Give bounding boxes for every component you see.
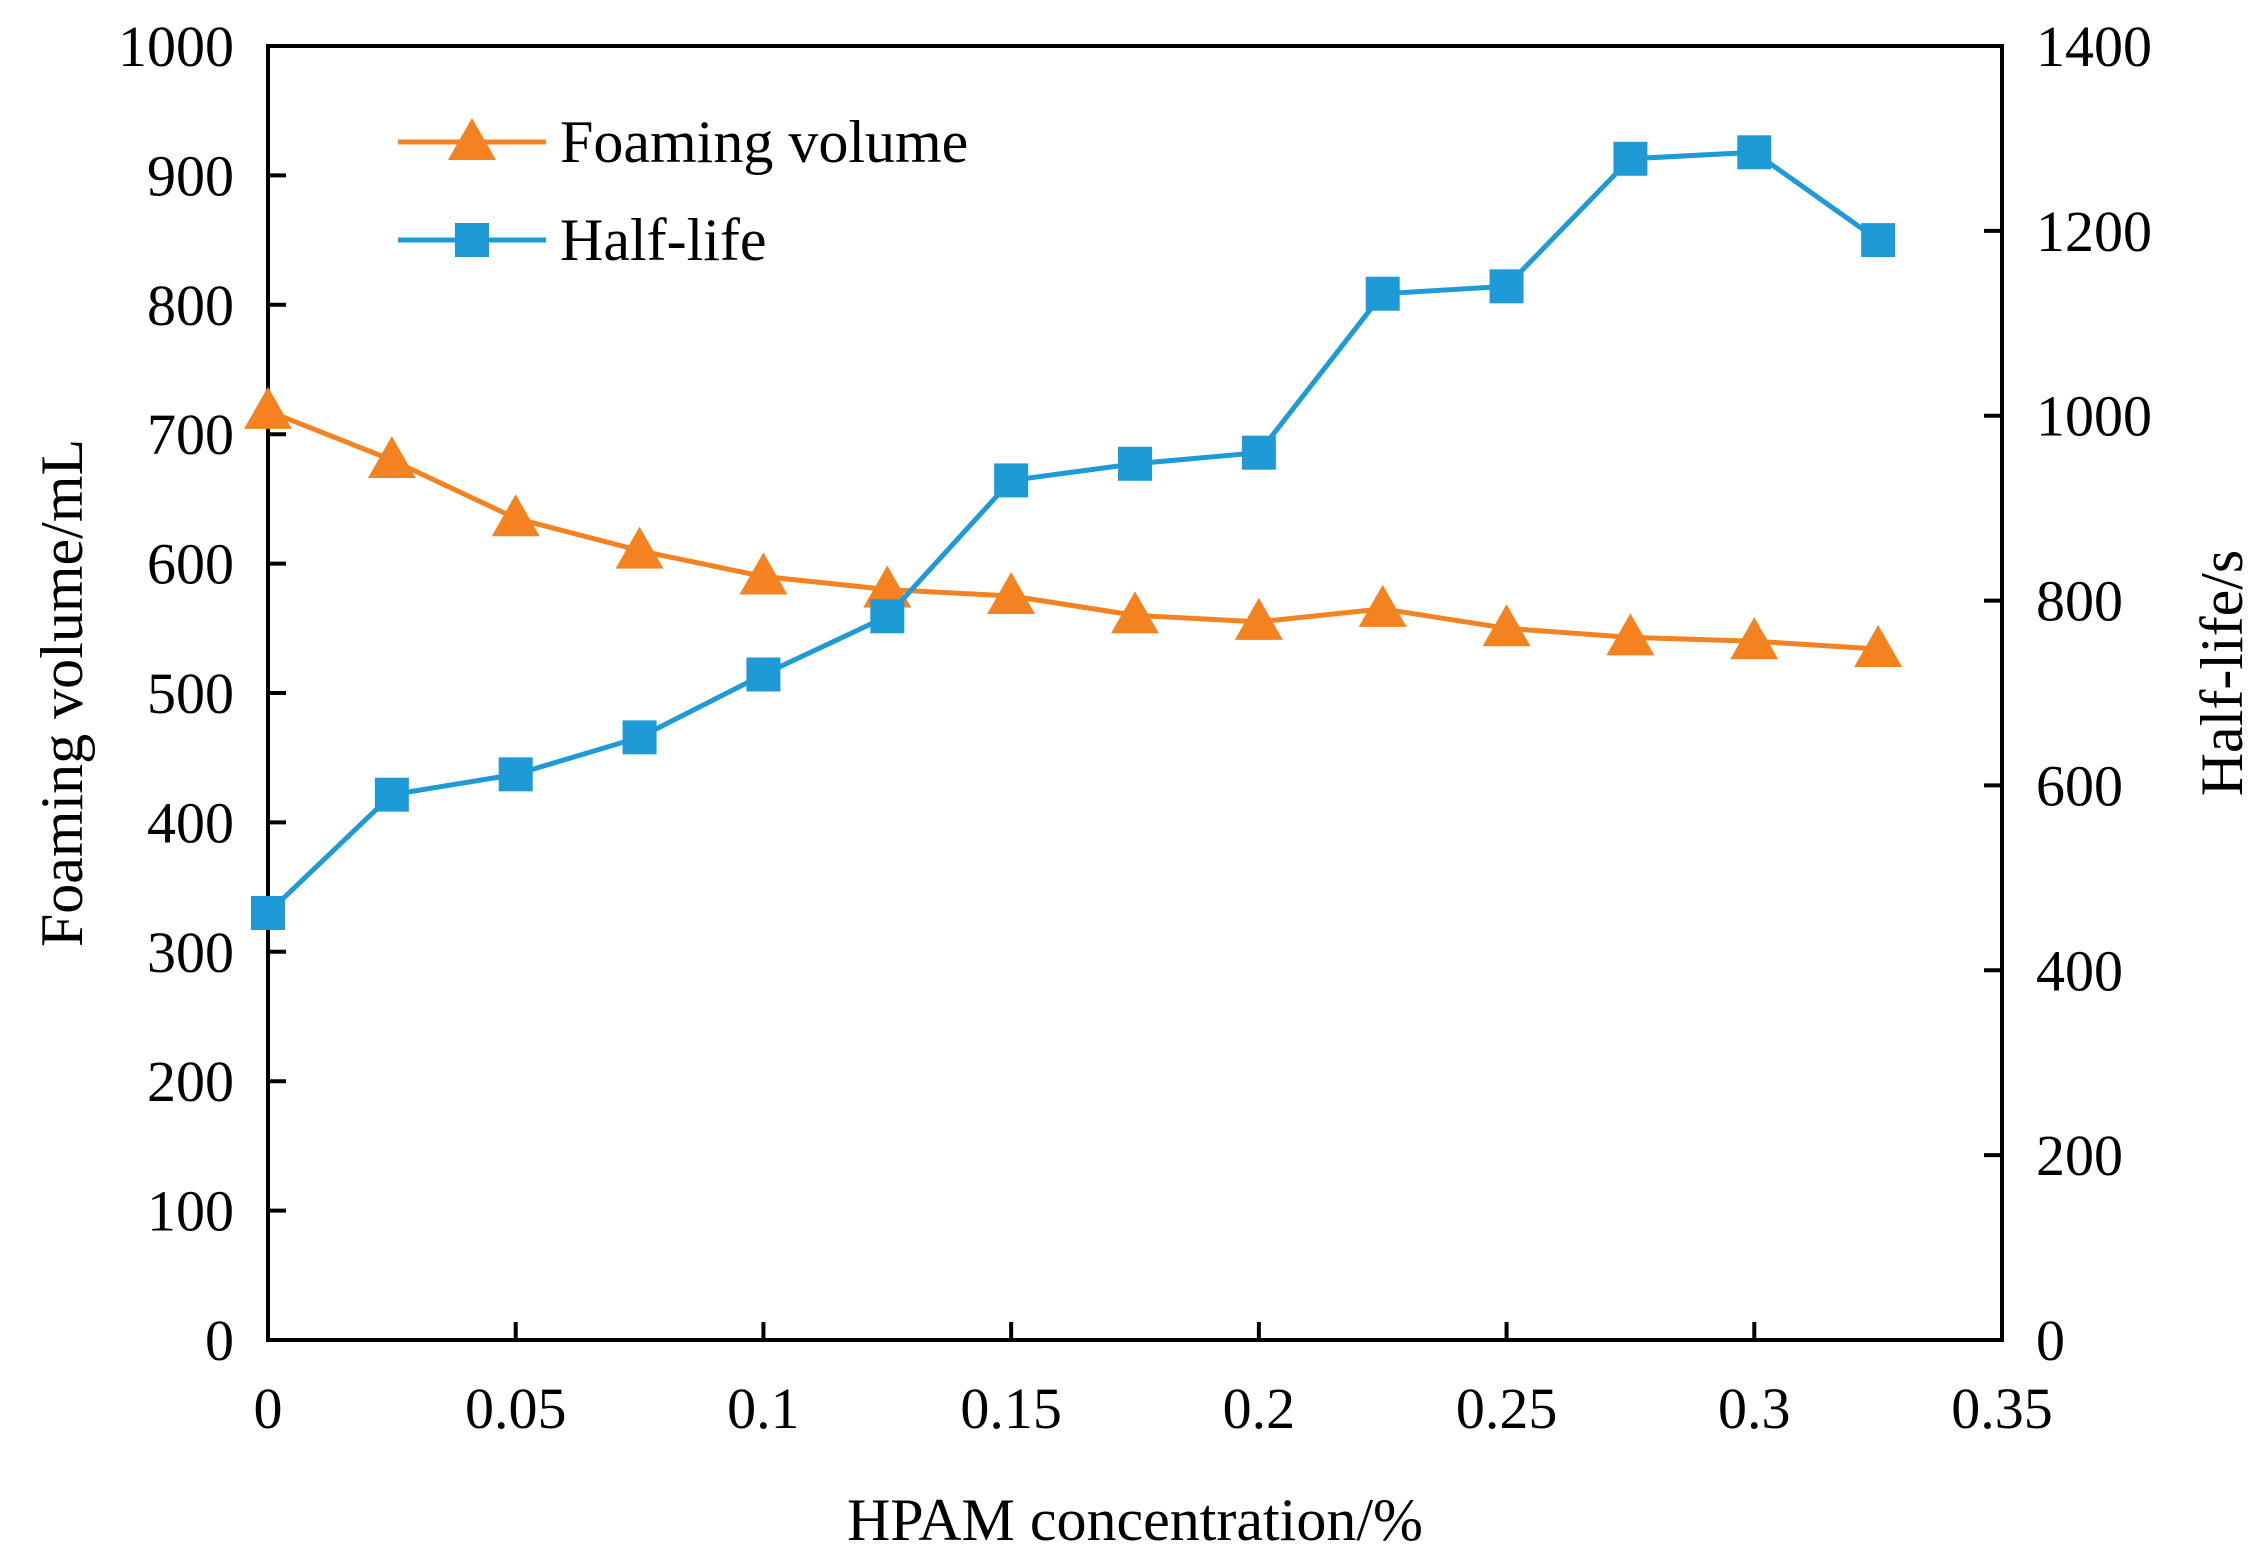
x-axis-title: HPAM concentration/% [847,1487,1423,1553]
y2-tick-label: 0 [2036,1308,2065,1373]
y-tick-label: 0 [205,1308,234,1373]
data-point [1489,269,1524,304]
data-point [870,599,905,634]
data-point [1365,276,1400,311]
series-line [266,149,1880,915]
y-tick-label: 600 [147,532,234,597]
series-half-life [251,135,1896,930]
data-point [251,895,285,930]
legend-item: Half-life [398,207,767,273]
data-point [622,720,657,755]
legend-marker [448,118,496,160]
y2-tick-label: 1400 [2036,14,2152,79]
data-point [498,757,533,792]
y-tick-label: 400 [147,790,234,855]
y-tick-label: 100 [147,1179,234,1244]
data-point [615,526,664,569]
y-tick-label: 900 [147,143,234,208]
x-tick-label: 0.2 [1223,1376,1296,1441]
legend-marker [455,223,489,257]
data-point [1606,613,1655,656]
x-tick-label: 0.3 [1718,1376,1791,1441]
y2-tick-label: 600 [2036,753,2123,818]
y-tick-label: 500 [147,661,234,726]
series-line [267,408,1879,652]
x-tick-label: 0.05 [465,1376,567,1441]
x-tick-label: 0.1 [727,1376,800,1441]
data-point [1854,625,1903,668]
data-point [1111,591,1159,634]
data-point [987,571,1036,614]
data-point [1861,223,1896,258]
data-point [1613,141,1648,176]
x-tick-label: 0.25 [1456,1376,1558,1441]
legend-label: Foaming volume [560,109,968,175]
data-point [491,494,540,537]
y-tick-label: 700 [147,402,234,467]
x-tick-label: 0.15 [960,1376,1062,1441]
data-point [1241,435,1276,470]
data-point [746,657,781,692]
y2-tick-label: 400 [2036,938,2123,1003]
y-tick-label: 1000 [118,14,234,79]
y-tick-label: 800 [147,273,234,338]
data-point [1737,135,1772,170]
data-point [1730,617,1779,660]
y2-tick-label: 800 [2036,569,2123,634]
y-tick-label: 200 [147,1049,234,1114]
y2-axis-title: Half-life/s [2189,550,2255,797]
series-foaming-volume [244,386,1903,668]
y2-tick-label: 1200 [2036,199,2152,264]
data-point [863,565,912,608]
x-tick-label: 0.35 [1951,1376,2053,1441]
legend-label: Half-life [560,207,767,273]
data-point [1482,604,1531,647]
data-point [739,552,788,595]
data-point [374,777,409,812]
y2-tick-label: 200 [2036,1123,2123,1188]
data-point [367,436,416,479]
y2-tick-label: 1000 [2036,384,2152,449]
data-point [1358,584,1407,627]
data-point [244,386,292,429]
data-point [994,463,1029,498]
y-axis-title: Foaming volume/mL [29,439,95,947]
x-tick-label: 0 [254,1376,283,1441]
data-point [1234,597,1283,640]
y-tick-label: 300 [147,920,234,985]
data-point [1118,446,1152,481]
legend-item: Foaming volume [398,109,968,175]
